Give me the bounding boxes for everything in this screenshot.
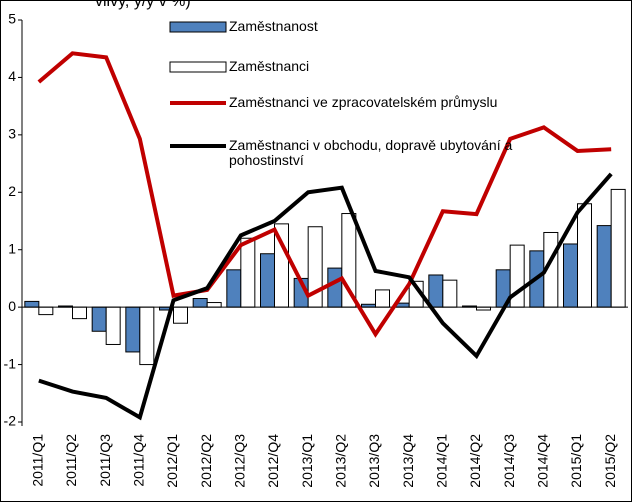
bar bbox=[226, 269, 242, 308]
legend-swatch bbox=[169, 21, 227, 33]
bar bbox=[596, 225, 612, 308]
bar bbox=[38, 306, 54, 316]
bar bbox=[563, 243, 578, 308]
x-tick-label: 2012/Q3 bbox=[232, 434, 248, 488]
y-tick-label: 2 bbox=[8, 183, 16, 199]
bar bbox=[428, 274, 444, 308]
x-tick-label: 2013/Q4 bbox=[400, 434, 416, 488]
legend-label: Zaměstnanost bbox=[229, 18, 318, 34]
x-tick-label: 2014/Q3 bbox=[501, 434, 517, 488]
bar bbox=[610, 188, 626, 308]
bar bbox=[375, 289, 390, 308]
bar bbox=[240, 237, 256, 308]
legend-label: Zaměstnanci v obchodu, dopravě ubytování… bbox=[229, 137, 513, 168]
y-tick-label: -2 bbox=[4, 413, 17, 429]
bar bbox=[206, 302, 222, 308]
bar bbox=[327, 267, 343, 308]
x-tick-label: 2011/Q2 bbox=[63, 434, 79, 487]
x-tick-label: 2015/Q2 bbox=[602, 434, 618, 488]
x-tick-label: 2014/Q2 bbox=[467, 434, 483, 488]
y-tick-label: 1 bbox=[8, 240, 16, 256]
y-tick-label: 5 bbox=[8, 11, 16, 27]
bar bbox=[139, 306, 155, 366]
bar bbox=[260, 253, 275, 308]
x-tick-label: 2015/Q1 bbox=[568, 434, 584, 488]
bar bbox=[125, 306, 141, 353]
x-tick-label: 2013/Q3 bbox=[366, 434, 382, 488]
x-tick-label: 2011/Q4 bbox=[131, 434, 147, 487]
y-tick-label: 4 bbox=[8, 68, 16, 84]
x-tick-label: 2013/Q2 bbox=[333, 434, 349, 488]
x-tick-label: 2014/Q4 bbox=[535, 434, 551, 488]
line bbox=[38, 172, 613, 421]
x-tick-label: 2012/Q4 bbox=[265, 434, 281, 488]
x-tick-label: 2011/Q3 bbox=[97, 434, 113, 487]
bar bbox=[91, 306, 107, 332]
x-tick-label: 2011/Q1 bbox=[30, 434, 46, 487]
bar bbox=[192, 298, 208, 308]
legend-label: Zaměstnanci ve zpracovatelském průmyslu bbox=[229, 94, 498, 110]
y-tick-label: -1 bbox=[4, 355, 17, 371]
bar bbox=[577, 203, 592, 308]
y-tick-label: 0 bbox=[8, 298, 16, 314]
bar bbox=[173, 306, 188, 324]
x-tick-label: 2012/Q2 bbox=[198, 434, 214, 488]
bar bbox=[105, 306, 121, 345]
x-tick-label: 2013/Q1 bbox=[299, 434, 315, 488]
bar bbox=[24, 300, 40, 308]
legend-label: Zaměstnanci bbox=[229, 58, 310, 74]
bar bbox=[442, 279, 458, 308]
line bbox=[37, 51, 612, 338]
bar bbox=[72, 306, 87, 320]
legend-swatch bbox=[169, 61, 227, 73]
x-tick-label: 2012/Q1 bbox=[164, 434, 180, 488]
chart-title: vlivy, y/y v %) bbox=[95, 0, 191, 10]
x-tick-label: 2014/Q1 bbox=[434, 434, 450, 488]
y-tick-label: 3 bbox=[8, 126, 16, 142]
